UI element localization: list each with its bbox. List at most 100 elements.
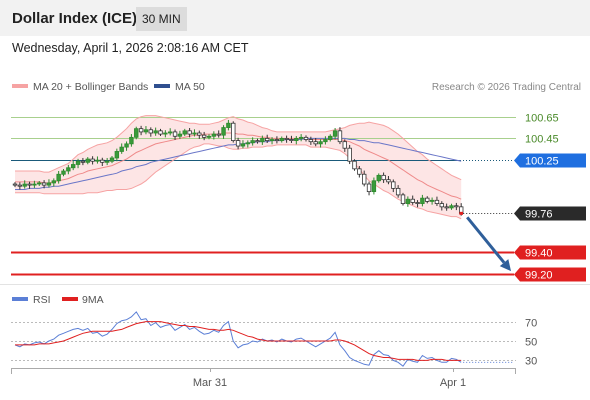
candle bbox=[12, 182, 18, 188]
timeframe-button[interactable]: 30 MIN bbox=[136, 7, 187, 31]
candle bbox=[231, 121, 236, 143]
legend-swatch-rsi bbox=[12, 297, 28, 301]
candle-body bbox=[240, 143, 246, 147]
candle bbox=[66, 164, 71, 175]
candle bbox=[80, 157, 86, 166]
candle bbox=[201, 131, 207, 141]
level-tag bbox=[514, 245, 586, 260]
candle-body bbox=[41, 182, 47, 186]
candle bbox=[71, 160, 76, 171]
candle-body bbox=[444, 206, 449, 209]
bb-lower bbox=[15, 143, 462, 220]
candle bbox=[46, 179, 52, 188]
candle-body bbox=[235, 140, 241, 147]
candle bbox=[391, 179, 396, 193]
candle bbox=[328, 134, 333, 142]
candle-body bbox=[260, 138, 265, 143]
candle-body bbox=[129, 136, 134, 145]
candle-body bbox=[85, 158, 90, 163]
candle bbox=[405, 196, 411, 207]
candle bbox=[206, 134, 212, 140]
candle bbox=[337, 127, 343, 145]
candle-body bbox=[211, 133, 217, 137]
candle bbox=[323, 136, 328, 145]
candle-body bbox=[138, 128, 144, 133]
candle bbox=[129, 134, 134, 147]
level-label: 100.65 bbox=[525, 113, 559, 125]
candle bbox=[386, 175, 391, 185]
candle bbox=[429, 197, 435, 205]
candle-body bbox=[226, 122, 231, 128]
candle bbox=[124, 141, 129, 151]
candle bbox=[56, 171, 61, 184]
candle-body bbox=[425, 197, 430, 202]
candle-body bbox=[245, 142, 250, 145]
candle bbox=[95, 156, 100, 164]
candle-body bbox=[61, 170, 66, 175]
candle-body bbox=[337, 130, 343, 143]
candle bbox=[90, 156, 95, 165]
legend-label-rsi: RSI bbox=[33, 294, 51, 306]
candle bbox=[221, 125, 226, 139]
candle-body bbox=[12, 183, 18, 186]
candle bbox=[303, 135, 309, 142]
bb-upper bbox=[15, 115, 462, 181]
candlesticks bbox=[12, 119, 464, 216]
candle bbox=[294, 136, 299, 145]
rsi-tick-70: 70 bbox=[525, 318, 537, 330]
candle-body bbox=[187, 130, 192, 135]
candle-body bbox=[279, 138, 284, 142]
candle-body bbox=[298, 136, 304, 139]
candle bbox=[75, 158, 81, 169]
candle bbox=[163, 130, 168, 138]
candle bbox=[187, 128, 192, 138]
candle-body bbox=[148, 129, 153, 134]
candle-body bbox=[37, 182, 42, 185]
candle bbox=[51, 178, 56, 187]
candle-body bbox=[143, 129, 149, 133]
candle-body bbox=[192, 132, 197, 135]
candle-body bbox=[90, 158, 95, 162]
level-label: 99.76 bbox=[525, 209, 553, 221]
level-last-3: 99.76 bbox=[463, 206, 586, 221]
candle bbox=[308, 136, 314, 145]
candle-body bbox=[289, 139, 294, 141]
candle-body bbox=[163, 132, 168, 135]
candle bbox=[439, 201, 444, 211]
candle bbox=[100, 157, 105, 167]
candle bbox=[269, 137, 275, 145]
candle bbox=[27, 181, 32, 189]
candle bbox=[138, 125, 144, 136]
candle-body bbox=[51, 180, 56, 184]
candle-body bbox=[114, 151, 120, 159]
candle bbox=[158, 128, 163, 137]
candle-body bbox=[56, 173, 61, 182]
candle-body bbox=[255, 140, 260, 143]
rsi-9ma-line bbox=[15, 321, 462, 361]
candle-body bbox=[250, 140, 255, 144]
price-levels: 100.65 100.45 100.25 99.76 99.40 99.20 bbox=[11, 113, 586, 282]
candle bbox=[148, 127, 153, 137]
candle-body bbox=[328, 135, 333, 140]
candle bbox=[260, 135, 265, 145]
header-bar: Dollar Index (ICE) 30 MIN bbox=[0, 0, 590, 36]
candle-body bbox=[134, 128, 139, 138]
candle-body bbox=[264, 138, 270, 142]
candle bbox=[318, 139, 323, 148]
candle-body bbox=[17, 184, 23, 187]
candle-body bbox=[167, 131, 173, 134]
candle-body bbox=[415, 202, 420, 204]
candle bbox=[37, 180, 42, 186]
candle bbox=[61, 169, 66, 177]
target-arrow bbox=[466, 216, 511, 272]
candle-body bbox=[371, 180, 377, 193]
candle-body bbox=[153, 130, 158, 134]
candle bbox=[245, 140, 250, 148]
candle bbox=[167, 128, 173, 136]
candle-body bbox=[294, 138, 299, 142]
candle-body bbox=[454, 205, 459, 208]
candle bbox=[313, 137, 318, 147]
candle-body bbox=[231, 122, 236, 141]
candle bbox=[85, 157, 90, 165]
level-support-4: 99.40 bbox=[11, 245, 586, 260]
